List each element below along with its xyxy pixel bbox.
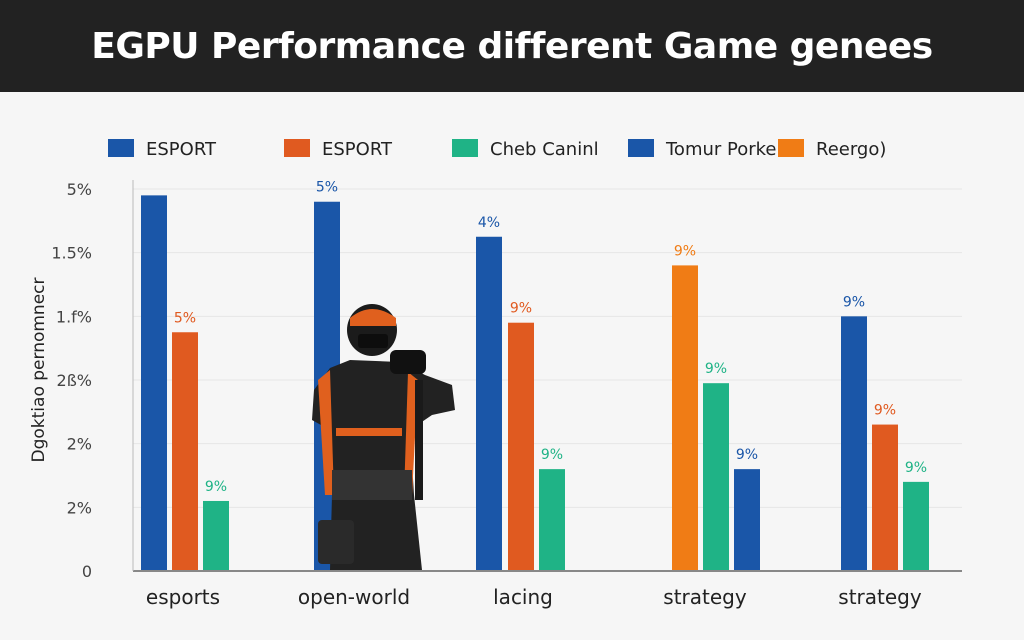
data-label: 9% [843, 294, 865, 310]
bar [141, 195, 167, 571]
data-label: 9% [541, 447, 563, 463]
gridlines [133, 188, 962, 508]
legend-label: ESPORT [146, 139, 217, 160]
legend-label: Reergo) [816, 139, 886, 160]
legend-item: Tomur Porke [628, 139, 777, 160]
legend-swatch [108, 139, 134, 157]
esports-player-image [312, 304, 455, 570]
x-tick-label: strategy [663, 585, 747, 609]
y-tick-label: 2ß% [57, 371, 92, 390]
bar [476, 236, 502, 571]
bar [872, 424, 898, 571]
legend-swatch [452, 139, 478, 157]
y-tick-label: 5% [67, 180, 92, 199]
y-tick-label: 0 [82, 562, 92, 581]
data-label: 9% [874, 403, 896, 419]
bar [508, 322, 534, 571]
y-axis-label: Dgoktiao pernomnecr [29, 277, 49, 462]
x-tick-label: strategy [838, 585, 922, 609]
bar [539, 469, 565, 571]
data-label: 9% [674, 243, 696, 259]
legend-swatch [284, 139, 310, 157]
legend: ESPORT ESPORT Cheb Caninl Tomur Porke Reergo… [108, 139, 886, 160]
y-tick-label: 2% [67, 498, 92, 517]
y-tick-label: 1.5% [51, 244, 92, 263]
bar-group: 4% 9% 9% [476, 215, 565, 571]
legend-label: Tomur Porke [665, 139, 777, 160]
bars: 5% 9% 5% 4% 9% 9% 9% 9% 9% 9% 9% 9% [141, 180, 929, 571]
bar [734, 469, 760, 571]
legend-swatch [628, 139, 654, 157]
x-tick-label: lacing [493, 585, 553, 609]
x-tick-label: open-world [298, 585, 410, 609]
title-bar: EGPU Performance different Game genees [0, 0, 1024, 92]
legend-label: Cheb Caninl [490, 139, 599, 160]
legend-item: Reergo) [778, 139, 886, 160]
legend-item: ESPORT [284, 139, 393, 160]
data-label: 9% [510, 301, 532, 317]
bar-group: 9% 9% 9% [672, 243, 760, 571]
legend-item: ESPORT [108, 139, 217, 160]
data-label: 9% [905, 460, 927, 476]
bar [841, 316, 867, 571]
y-axis-ticks: 0 2% 2% 2ß% 1.f% 1.5% 5% [51, 180, 92, 581]
bar-chart: ESPORT ESPORT Cheb Caninl Tomur Porke Reergo… [29, 139, 962, 609]
bar [903, 481, 929, 571]
data-label: 9% [705, 361, 727, 377]
legend-label: ESPORT [322, 139, 393, 160]
data-label: 5% [316, 180, 338, 196]
bar [203, 500, 229, 571]
bar [172, 332, 198, 571]
bar-group: 9% 9% 9% [841, 294, 929, 571]
y-tick-label: 2% [67, 435, 92, 454]
data-label: 9% [205, 479, 227, 495]
bar [672, 265, 698, 571]
bar [703, 383, 729, 571]
bar-group: 5% 9% [141, 195, 229, 571]
data-label: 4% [478, 215, 500, 231]
x-tick-label: esports [146, 585, 220, 609]
y-tick-label: 1.f% [56, 307, 92, 326]
chart-title: EGPU Performance different Game genees [91, 25, 933, 67]
legend-item: Cheb Caninl [452, 139, 599, 160]
legend-swatch [778, 139, 804, 157]
data-label: 9% [736, 447, 758, 463]
x-axis-ticks: esports open-world lacing strategy strategy [146, 585, 922, 609]
data-label: 5% [174, 310, 196, 326]
